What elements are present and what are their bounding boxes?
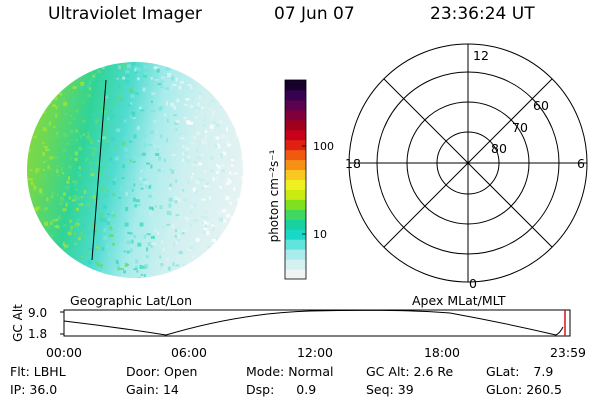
altitude-axis-label: GC Alt [11,304,25,342]
apex-label: Apex MLat/MLT [412,293,506,308]
colorbar-step [285,149,306,161]
altitude-tick-1-8: 1.8 [28,327,47,341]
colorbar-step [285,269,306,280]
terminator-line [91,79,107,261]
geographic-label: Geographic Lat/Lon [70,293,192,308]
colorbar-step [285,89,306,101]
colorbar-step [285,189,306,200]
mlt-label-0: 0 [469,276,477,290]
polar-mlat-mlt-dial: 12 18 6 0 60 70 80 [345,43,588,290]
colorbar-step [285,80,306,91]
mlt-label-18: 18 [345,156,361,171]
door-field: Door: Open [126,364,198,379]
glat-field: GLat: 7.9 [486,364,554,379]
gain-value: 14 [162,382,179,397]
time-tick-2359: 23:59 [550,345,586,360]
mlat-label-70: 70 [512,120,528,135]
dsp-value: 0.9 [296,382,317,397]
colorbar-step [285,139,306,151]
time-label: 23:36:24 UT [430,4,535,24]
colorbar-step [285,119,306,131]
colorbar-step [285,179,306,190]
auroral-image-disk [27,62,243,278]
colorbar-step [285,199,306,210]
gc-alt-value: 2.6 Re [413,364,454,379]
colorbar-step [285,229,306,240]
mlat-label-80: 80 [491,141,507,156]
gc-alt-field: GC Alt: 2.6 Re [366,364,454,379]
colorbar: 100 10 photon cm⁻²s⁻¹ [267,79,334,280]
altitude-plot: GC Alt 9.0 1.8 00:00 06:00 12:00 18:00 2… [11,304,586,360]
time-tick-0000: 00:00 [46,345,82,360]
gain-field: Gain: 14 [126,382,179,397]
seq-value: 39 [397,382,414,397]
colorbar-step [285,259,306,270]
colorbar-step [285,239,306,250]
mode-field: Mode: Normal [246,364,334,379]
altitude-tick-9: 9.0 [28,306,47,320]
seq-field: Seq: 39 [366,382,414,397]
ip-value: 36.0 [29,382,58,397]
door-value: Open [164,364,198,379]
time-tick-1800: 18:00 [424,345,460,360]
colorbar-step [285,129,306,141]
mlt-label-6: 6 [577,156,585,171]
colorbar-step [285,169,306,180]
colorbar-tick-10: 10 [313,228,327,241]
colorbar-axis-label: photon cm⁻²s⁻¹ [267,149,281,242]
time-tick-1200: 12:00 [297,345,333,360]
colorbar-tick-100: 100 [313,140,334,153]
mlat-label-60: 60 [533,98,549,113]
glat-value: 7.9 [533,364,554,379]
glon-value: 260.5 [526,382,562,397]
colorbar-step [285,99,306,111]
time-tick-0600: 06:00 [171,345,207,360]
mlt-label-12: 12 [473,48,489,63]
app-title: Ultraviolet Imager [48,4,202,24]
glon-field: GLon: 260.5 [486,382,562,397]
dsp-field: Dsp: 0.9 [246,382,317,397]
ip-field: IP: 36.0 [10,382,58,397]
colorbar-step [285,159,306,171]
colorbar-step [285,249,306,260]
flt-field: Flt: LBHL [10,364,66,379]
flt-value: LBHL [33,364,66,379]
altitude-curve [63,309,564,336]
mode-value: Normal [288,364,334,379]
colorbar-step [285,209,306,220]
colorbar-step [285,109,306,121]
colorbar-step [285,219,306,230]
date-label: 07 Jun 07 [274,4,355,24]
